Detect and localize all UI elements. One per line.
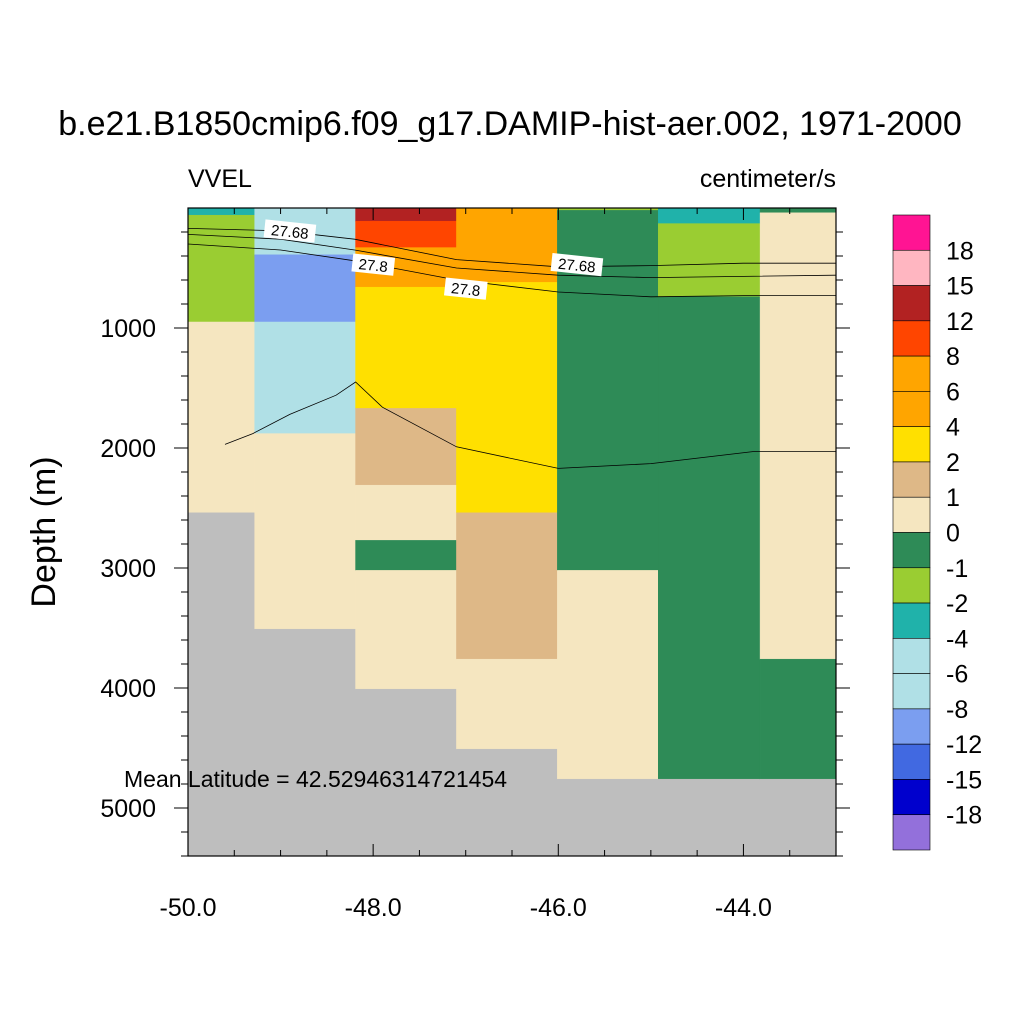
- colorbar-label: 1: [946, 484, 960, 512]
- heatmap-cell: [658, 224, 760, 297]
- heatmap-cell: [356, 485, 457, 540]
- colorbar-label: 0: [946, 520, 960, 548]
- colorbar-label: -1: [946, 555, 968, 583]
- heatmap-cell: [188, 322, 255, 513]
- colorbar-swatch: [893, 215, 930, 250]
- colorbar-swatch: [893, 321, 930, 356]
- heatmap-cell: [557, 779, 658, 856]
- x-tick-label: -50.0: [160, 894, 217, 922]
- x-tick-label: -44.0: [715, 894, 772, 922]
- colorbar-swatch: [893, 286, 930, 321]
- heatmap-cell: [255, 322, 356, 434]
- heatmap-cell: [658, 208, 760, 224]
- heatmap-cell: [760, 779, 836, 856]
- colorbar-label: -18: [946, 802, 982, 830]
- y-tick-label: 1000: [100, 315, 156, 343]
- colorbar-label: 18: [946, 237, 974, 265]
- colorbar-label: -4: [946, 625, 968, 653]
- colorbar-swatch: [893, 568, 930, 603]
- colorbar-label: 12: [946, 308, 974, 336]
- heatmap-cell: [760, 213, 836, 659]
- heatmap-cell: [658, 297, 760, 779]
- colorbar: 18 15 12 8 6 4 2 1 0 -1 -2 -4 -6 -8 -12 -15 -18: [893, 215, 982, 850]
- colorbar-label: -15: [946, 766, 982, 794]
- y-tick-label: 2000: [100, 435, 156, 463]
- colorbar-swatch: [893, 674, 930, 709]
- y-axis-label: Depth (m): [25, 456, 63, 607]
- chart-title: b.e21.B1850cmip6.f09_g17.DAMIP-hist-aer.…: [58, 105, 962, 143]
- colorbar-swatch: [893, 638, 930, 673]
- heatmap-cell: [356, 540, 457, 570]
- heatmap-cell: [557, 570, 658, 779]
- heatmap-cell: [356, 221, 457, 247]
- colorbar-label: 15: [946, 273, 974, 301]
- colorbar-swatch: [893, 462, 930, 497]
- heatmap-cell: [760, 659, 836, 779]
- colorbar-swatch: [893, 744, 930, 779]
- heatmap-cell: [188, 215, 255, 322]
- colorbar-label: -12: [946, 731, 982, 759]
- colorbar-label: 4: [946, 414, 960, 442]
- contour-label-text: 27.8: [358, 256, 389, 276]
- colorbar-swatch: [893, 779, 930, 814]
- heatmap-cell: [188, 513, 255, 856]
- colorbar-swatch: [893, 497, 930, 532]
- units-label: centimeter/s: [700, 165, 836, 193]
- y-tick-label: 5000: [100, 795, 156, 823]
- colorbar-swatch: [893, 709, 930, 744]
- contour-label-text: 27.8: [450, 280, 481, 300]
- colorbar-label: 2: [946, 449, 960, 477]
- variable-label: VVEL: [188, 165, 252, 193]
- colorbar-swatch: [893, 533, 930, 568]
- heatmap-cell: [356, 208, 457, 221]
- heatmap-cell: [456, 513, 557, 659]
- heatmap-cell: [356, 287, 457, 408]
- y-tick-label: 3000: [100, 555, 156, 583]
- colorbar-swatch: [893, 356, 930, 391]
- colorbar-swatch: [893, 815, 930, 850]
- colorbar-label: -2: [946, 590, 968, 618]
- heatmap-cell: [456, 659, 557, 749]
- colorbar-label: 6: [946, 378, 960, 406]
- colorbar-swatch: [893, 427, 930, 462]
- heatmap-cell: [255, 434, 356, 630]
- mean-latitude-annotation: Mean Latitude = 42.52946314721454: [124, 766, 507, 792]
- heatmap-cells: [188, 208, 836, 856]
- x-tick-label: -46.0: [530, 894, 587, 922]
- heatmap-cell: [255, 629, 356, 856]
- heatmap-cell: [456, 282, 557, 512]
- heatmap-cell: [188, 208, 255, 215]
- heatmap-cell: [255, 255, 356, 322]
- colorbar-label: 8: [946, 343, 960, 371]
- colorbar-label: -6: [946, 661, 968, 689]
- heatmap-cell: [658, 779, 760, 856]
- y-tick-label: 4000: [100, 675, 156, 703]
- colorbar-swatch: [893, 603, 930, 638]
- heatmap-cell: [760, 208, 836, 213]
- colorbar-label: -8: [946, 696, 968, 724]
- vvel-depth-section-chart: b.e21.B1850cmip6.f09_g17.DAMIP-hist-aer.…: [0, 0, 1024, 1024]
- x-tick-label: -48.0: [345, 894, 402, 922]
- colorbar-swatch: [893, 391, 930, 426]
- colorbar-swatch: [893, 250, 930, 285]
- heatmap-cell: [356, 570, 457, 689]
